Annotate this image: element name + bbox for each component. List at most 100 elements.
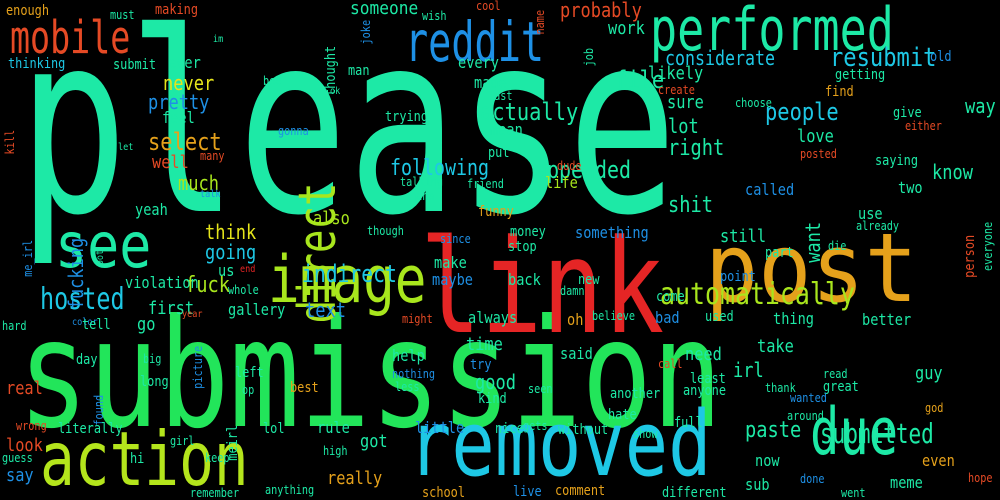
word-life: life [545,173,578,192]
word-girl: girl [170,434,195,448]
word-violation: violation [125,273,199,292]
word-saying: saying [875,153,918,169]
word-performed: performed [650,0,894,65]
word-sub: sub [745,475,770,494]
word-look: look [6,435,43,456]
word-die: die [828,239,847,253]
word-good: good [475,370,516,394]
word-mean: mean [490,120,523,139]
word-hi: hi [130,451,145,467]
word-job: job [582,47,596,67]
word-me-irl: me_irl [21,239,35,277]
word-find: find [825,84,854,100]
word-high: high [323,444,348,458]
word-hope: hope [968,471,993,485]
word-someone: someone [350,0,419,19]
word-text: text [305,298,346,322]
word-part: part [765,245,794,261]
word-people: people [765,98,839,126]
word-new: new [578,272,600,288]
word-irl: irl [733,358,764,382]
word-trying: trying [385,109,428,125]
word-something: something [575,223,649,242]
word-im: im [213,34,224,45]
word-read: read [823,367,848,381]
word-hosted: hosted [40,282,125,317]
word-come: come [656,289,685,305]
word-joke: joke [359,19,373,45]
word-dude: dude [557,159,582,173]
word-thinking: thinking [8,56,66,72]
word-still: still [720,226,767,247]
word-image: image [268,243,427,318]
word-mobile: mobile [10,11,131,64]
word-better: better [862,310,912,329]
word-oh: oh [567,310,584,329]
word-many: many [200,149,225,163]
word-guy: guy [915,363,943,384]
word-link: link [420,211,665,363]
word-remember: remember [190,486,240,500]
word-thought: thought [323,45,339,96]
word-us: us [218,261,235,280]
word-tell: tell [82,317,111,333]
word-color: color [72,317,98,328]
word-last: last [488,89,513,103]
word-talk: talk [200,189,221,200]
word-much: much [178,171,219,195]
word-say: say [6,465,34,486]
word-believe: believe [592,309,635,323]
word-please: please [18,0,678,270]
word-god: god [925,401,944,415]
word-let: let [118,142,134,153]
word-considerate: considerate [665,46,775,70]
word-hard: hard [2,319,27,333]
word-well: well [152,152,189,173]
word-appended: appended [535,156,631,184]
word-real: real [6,378,43,399]
word-put: put [488,145,510,161]
word-actually: actually [480,98,579,126]
word-likely: likely [648,63,704,84]
word-shit: shit [668,193,714,218]
word-help: help [392,346,425,365]
word-said: said [560,344,593,363]
word-maybe: maybe [432,270,473,289]
word-bad: bad [655,308,680,327]
word-wrong: wrong [16,419,47,433]
word-resubmit: resubmit [830,43,937,73]
word-around: around [787,409,824,423]
word-used: used [705,309,734,325]
word-money: money [510,224,546,240]
word-probably: probably [560,0,642,22]
word-everyone: everyone [981,221,995,271]
word-indirect: indirect [302,260,397,288]
word-work: work [608,18,645,39]
word-paste: paste [745,418,802,443]
word-big: big [143,352,162,366]
word-time: time [466,334,503,355]
word-year: year [182,309,203,320]
word-keep: keep [205,451,230,465]
word-least: least [690,371,726,387]
word-friend: friend [467,177,504,191]
word-thank: thank [765,381,796,395]
word-even: even [922,451,955,470]
word-show: show [633,427,658,441]
word-want: want [801,221,825,263]
word-gallery: gallery [228,300,286,319]
word-left: left [235,365,264,381]
word-right: right [668,136,725,161]
word-every: every [458,53,499,72]
word-called: called [745,180,795,199]
word-also: also [313,208,350,229]
word-kind: kind [478,391,507,407]
word-choose: choose [735,96,772,110]
word-really: really [327,468,383,489]
word-wish: wish [422,9,447,23]
word-got: got [360,431,388,452]
word-nice: nice [495,421,524,437]
word-best: best [290,380,319,396]
word-take: take [757,336,794,357]
